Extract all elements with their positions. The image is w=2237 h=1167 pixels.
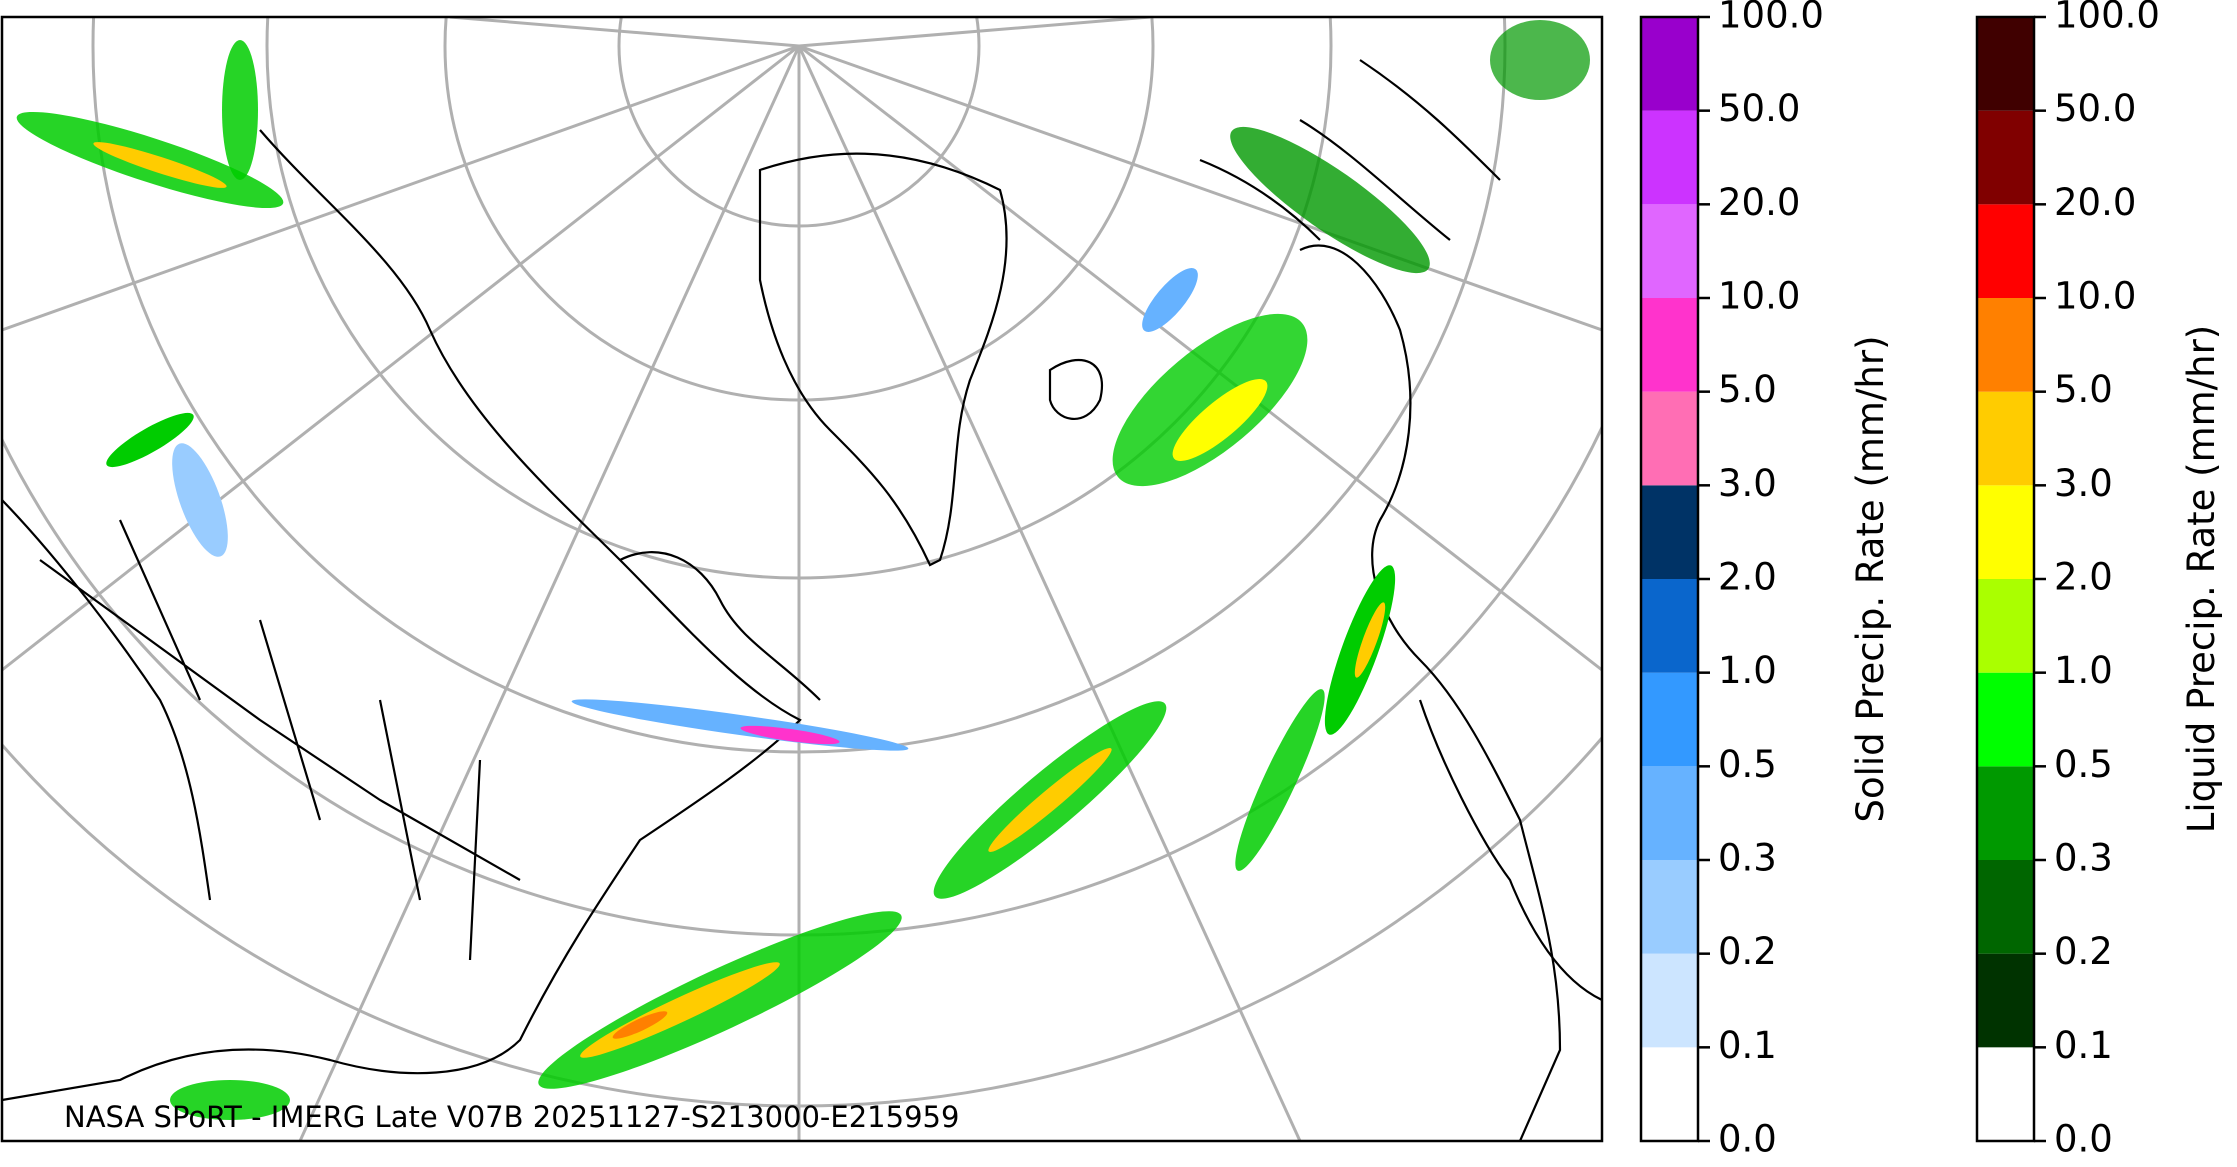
color-bin [1977, 391, 2034, 486]
tick-label: 0.5 [2054, 743, 2113, 786]
tick-label: 50.0 [2054, 87, 2136, 130]
color-bin [1977, 298, 2034, 392]
tick-label: 5.0 [2054, 368, 2113, 411]
tick-label: 10.0 [2054, 275, 2136, 318]
color-bin [1641, 766, 1698, 860]
graticule [2, 17, 1602, 1141]
color-bin [1641, 672, 1698, 767]
color-bin [1641, 1047, 1698, 1141]
color-bin [1641, 579, 1698, 673]
tick-label: 10.0 [1718, 275, 1800, 318]
tick-label: 1.0 [2054, 649, 2113, 692]
color-bin [1641, 860, 1698, 954]
coastlines [2, 59, 1602, 1141]
tick-label: 1.0 [1718, 649, 1777, 692]
tick-label: 0.1 [1718, 1024, 1777, 1067]
tick-label: 0.3 [1718, 837, 1777, 880]
tick-label: 2.0 [1718, 556, 1777, 599]
color-bin [1977, 860, 2034, 954]
colorbars: 0.0 0.1 0.2 0.3 0.5 1.0 2.0 3.0 5.0 10.0 20.0 50.0 1… [1639, 0, 2223, 1161]
tick-label: 100.0 [2054, 0, 2160, 37]
tick-label: 5.0 [1718, 368, 1777, 411]
tick-label: 0.2 [2054, 930, 2113, 973]
tick-label: 3.0 [2054, 462, 2113, 505]
color-bin [1977, 953, 2034, 1048]
map-frame [0, 15, 1604, 1143]
tick-label: 0.2 [1718, 930, 1777, 973]
tick-label: 0.1 [2054, 1024, 2113, 1067]
color-bin [1641, 485, 1698, 579]
colorbar: 0.0 0.1 0.2 0.3 0.5 1.0 2.0 3.0 5.0 10.0 20.0 50.0 1… [1639, 0, 1892, 1161]
color-bin [1641, 17, 1698, 111]
color-bin [1977, 204, 2034, 298]
color-bin [1641, 953, 1698, 1048]
tick-label: 2.0 [2054, 556, 2113, 599]
color-bin [1977, 1047, 2034, 1141]
color-bin [1977, 579, 2034, 673]
caption: NASA SPoRT - IMERG Late V07B 20251127-S2… [64, 1100, 959, 1134]
color-bin [1977, 766, 2034, 860]
tick-label: 50.0 [1718, 87, 1800, 130]
tick-label: 0.5 [1718, 743, 1777, 786]
colorbar: 0.0 0.1 0.2 0.3 0.5 1.0 2.0 3.0 5.0 10.0 20.0 50.0 1… [1975, 0, 2223, 1161]
tick-label: 0.0 [1718, 1118, 1777, 1161]
color-bin [1641, 110, 1698, 205]
color-bin [1641, 391, 1698, 486]
colorbar-label: Liquid Precip. Rate (mm/hr) [2180, 325, 2223, 834]
tick-label: 100.0 [1718, 0, 1824, 37]
color-bin [1641, 204, 1698, 298]
color-bin [1977, 672, 2034, 767]
color-bin [1977, 17, 2034, 111]
tick-label: 0.0 [2054, 1118, 2113, 1161]
tick-label: 0.3 [2054, 837, 2113, 880]
tick-label: 3.0 [1718, 462, 1777, 505]
tick-label: 20.0 [2054, 181, 2136, 224]
color-bin [1977, 485, 2034, 579]
map: NASA SPoRT - IMERG Late V07B 20251127-S2… [2, 17, 1602, 1141]
color-bin [1641, 298, 1698, 392]
color-bin [1977, 110, 2034, 205]
precipitation [16, 20, 1590, 1120]
tick-label: 20.0 [1718, 181, 1800, 224]
colorbar-label: Solid Precip. Rate (mm/hr) [1849, 335, 1892, 822]
